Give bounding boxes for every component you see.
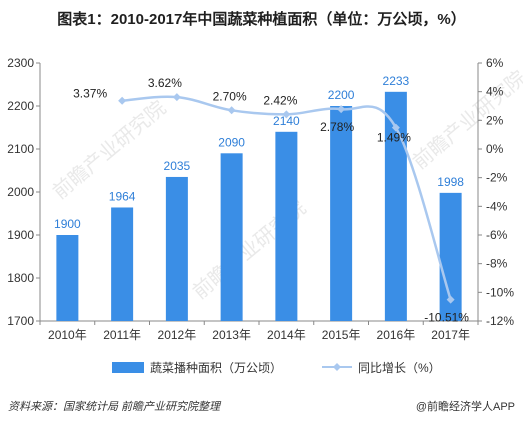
bar <box>111 207 134 321</box>
bar-value-label: 2140 <box>273 114 300 128</box>
left-tick-label: 1700 <box>7 314 34 328</box>
category-label: 2014年 <box>267 328 306 342</box>
bar-labels: 1900 1964 2035 2090 2140 2200 2233 1998 <box>54 74 464 231</box>
growth-value-label: 2.70% <box>213 89 247 103</box>
growth-value-label: 3.62% <box>148 76 182 90</box>
bar <box>165 176 188 321</box>
growth-point <box>446 295 455 304</box>
growth-point <box>227 106 236 115</box>
bar <box>384 91 407 321</box>
growth-value-label: -10.51% <box>424 311 469 325</box>
left-axis-ticks: 1700 1800 1900 2000 2100 2200 2300 <box>7 56 40 328</box>
bar-value-label: 2233 <box>383 74 410 88</box>
bar-value-label: 1964 <box>109 189 136 203</box>
category-label: 2012年 <box>158 328 197 342</box>
bar-series <box>56 91 462 321</box>
right-tick-label: -4% <box>486 199 508 213</box>
growth-value-label: 1.49% <box>377 131 411 145</box>
bar <box>330 106 353 321</box>
left-tick-label: 2000 <box>7 185 34 199</box>
growth-value-label: 2.78% <box>320 120 354 134</box>
bar-value-label: 1998 <box>437 175 464 189</box>
axes <box>39 63 479 322</box>
right-tick-label: 6% <box>486 56 504 70</box>
bar-value-label: 2200 <box>328 88 355 102</box>
right-tick-label: -10% <box>486 285 514 299</box>
bar <box>275 131 298 321</box>
growth-point <box>282 110 291 119</box>
left-tick-label: 1800 <box>7 271 34 285</box>
category-label: 2011年 <box>103 328 141 342</box>
legend-line-marker <box>333 363 341 371</box>
bar-value-label: 1900 <box>54 217 81 231</box>
chart-title: 图表1：2010-2017年中国蔬菜种植面积（单位：万公顷，%） <box>57 11 466 28</box>
right-tick-label: 4% <box>486 85 504 99</box>
watermark-text: 前瞻产业研究院 <box>408 66 523 174</box>
bar-value-label: 2035 <box>164 159 191 173</box>
category-label: 2015年 <box>322 328 361 342</box>
bar <box>439 192 462 321</box>
growth-value-label: 2.42% <box>263 93 297 107</box>
right-tick-label: -12% <box>486 314 514 328</box>
app-credit: @前瞻经济学人APP <box>415 401 515 413</box>
right-tick-label: -8% <box>486 257 508 271</box>
legend-line-label: 同比增长（%） <box>358 361 441 375</box>
growth-point <box>118 96 127 105</box>
category-labels: 2010年 2011年 2012年 2013年 2014年 2015年 2016年 2017年 <box>39 321 479 342</box>
right-tick-label: 0% <box>486 142 504 156</box>
right-tick-label: -2% <box>486 171 508 185</box>
right-tick-label: 2% <box>486 113 504 127</box>
growth-point <box>391 123 400 132</box>
growth-point <box>172 93 181 102</box>
category-label: 2017年 <box>431 328 470 342</box>
category-label: 2013年 <box>212 328 251 342</box>
left-tick-label: 2200 <box>7 99 34 113</box>
right-axis-ticks: -12% -10% -8% -6% -4% -2% 0% 2% 4% 6% <box>478 56 514 328</box>
right-tick-label: -6% <box>486 228 508 242</box>
line-series <box>118 93 455 304</box>
legend: 蔬菜播种面积（万公顷） 同比增长（%） <box>112 361 441 375</box>
legend-bar-swatch <box>112 362 144 373</box>
pct-labels: 3.37% 3.62% 2.70% 2.42% 2.78% 1.49% -10.51% <box>73 76 469 325</box>
left-tick-label: 1900 <box>7 228 34 242</box>
source-note: 资料来源：国家统计局 前瞻产业研究院整理 <box>8 401 221 413</box>
category-label: 2016年 <box>377 328 416 342</box>
growth-value-label: 3.37% <box>73 87 107 101</box>
bar <box>220 153 243 321</box>
left-tick-label: 2300 <box>7 56 34 70</box>
legend-bar-label: 蔬菜播种面积（万公顷） <box>150 361 282 375</box>
growth-point <box>337 105 346 114</box>
bar <box>56 235 79 321</box>
watermark-text: 前瞻产业研究院 <box>48 96 170 204</box>
bar-value-label: 2090 <box>218 135 245 149</box>
left-tick-label: 2100 <box>7 142 34 156</box>
category-label: 2010年 <box>48 328 87 342</box>
